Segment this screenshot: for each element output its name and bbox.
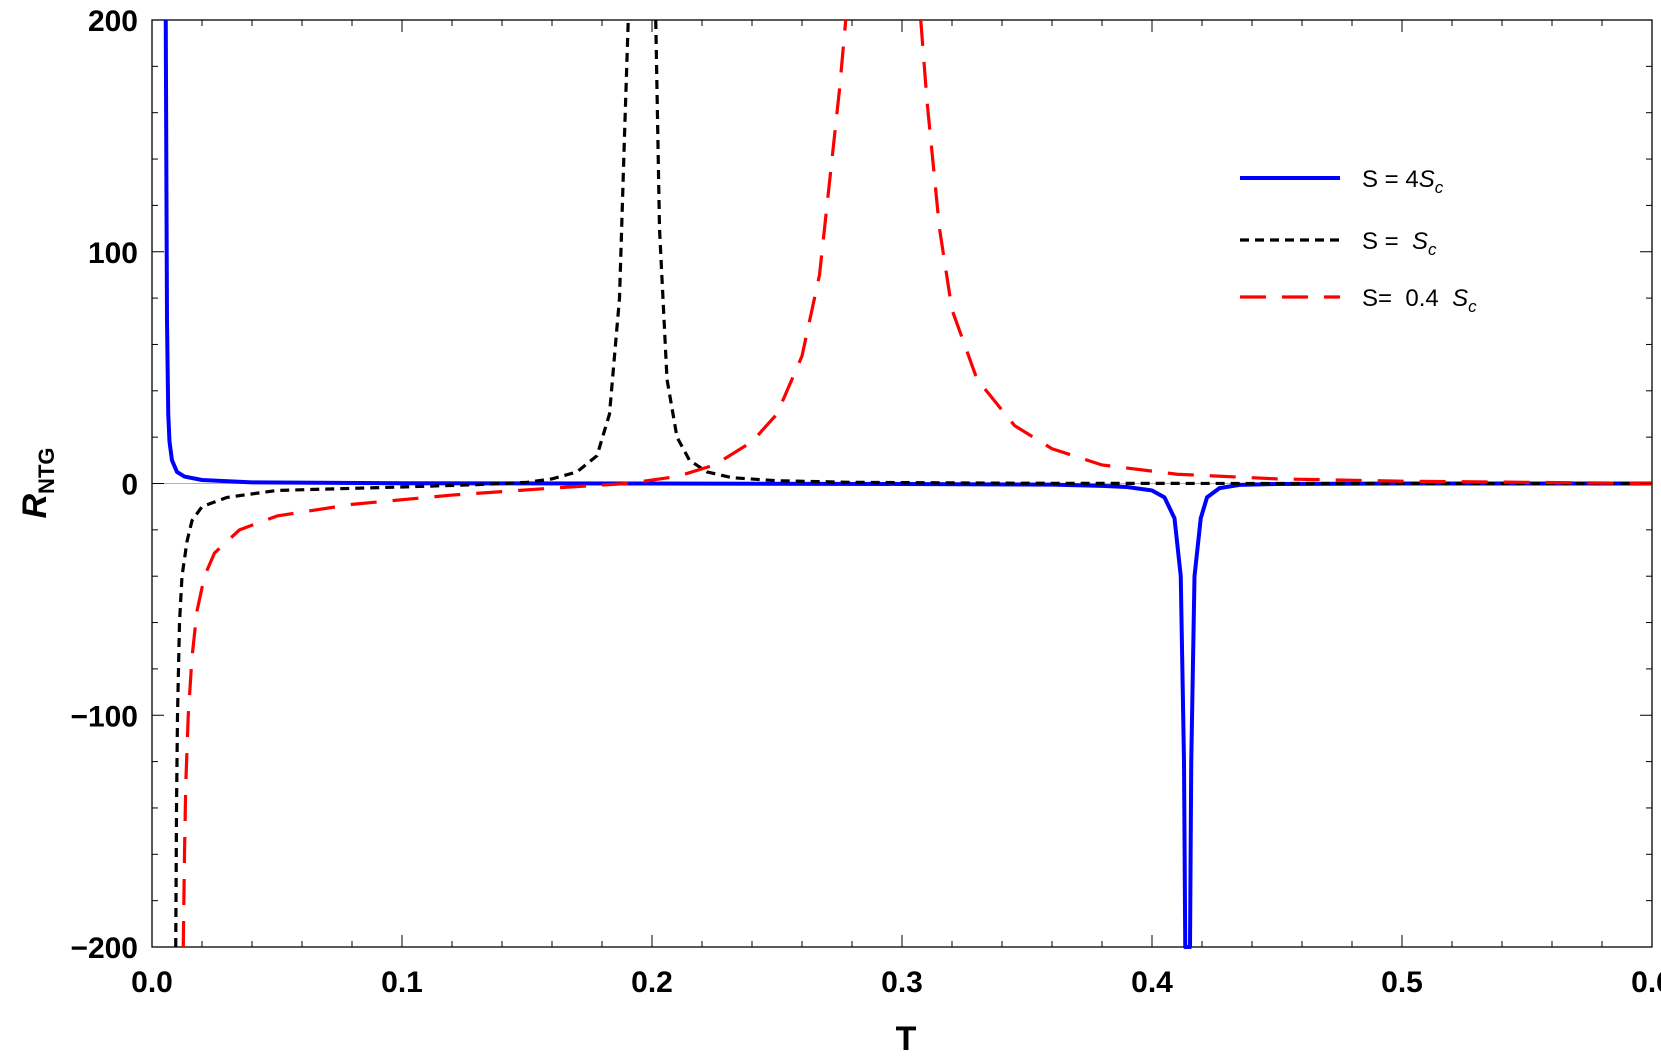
- legend-entry-2: S = Sc: [1362, 228, 1437, 259]
- series-layer: [163, 19, 1653, 949]
- series-line-2: [174, 19, 1652, 948]
- x-tick-label: 0.3: [881, 966, 923, 999]
- y-tick-label: 0: [121, 469, 138, 502]
- y-tick-label: 100: [88, 237, 138, 270]
- series-line-1: [163, 19, 1652, 949]
- y-tick-label: 200: [88, 5, 138, 38]
- y-axis-label: RNTG: [16, 447, 59, 518]
- minor-ticks: [151, 19, 1653, 948]
- legend-entry-text: S= 0.4: [1362, 285, 1452, 312]
- x-tick-label: 0.1: [381, 966, 423, 999]
- x-tick-label: 0.5: [1381, 966, 1423, 999]
- x-tick-label: 0.4: [1131, 966, 1173, 999]
- legend-entry-text: S =: [1362, 228, 1412, 255]
- y-axis-label-subscript: NTG: [34, 447, 59, 493]
- x-axis-label: T: [896, 1020, 917, 1058]
- legend-entry-symbol: S: [1412, 228, 1428, 255]
- x-tick-label: 0.0: [131, 966, 173, 999]
- y-tick-label: −100: [70, 700, 138, 733]
- x-tick-label: 0.6: [1631, 966, 1661, 999]
- legend-entry-subscript: c: [1468, 297, 1477, 316]
- x-ticks: 0.0 0.1 0.2 0.3 0.4 0.5 0.6: [131, 966, 1661, 999]
- legend-entry-1: S = 4Sc: [1362, 166, 1444, 197]
- legend-entry-3: S= 0.4 Sc: [1362, 285, 1477, 316]
- y-tick-label: −200: [70, 932, 138, 965]
- series-line-3: [181, 19, 1653, 948]
- legend-entry-symbol: S: [1452, 285, 1468, 312]
- legend-entry-subscript: c: [1435, 178, 1444, 197]
- x-tick-label: 0.2: [631, 966, 673, 999]
- y-axis-label-main: R: [16, 494, 54, 519]
- legend-entry-subscript: c: [1428, 240, 1437, 259]
- legend-entry-text: S = 4: [1362, 166, 1419, 193]
- legend-entry-symbol: S: [1419, 166, 1435, 193]
- y-ticks: −200 −100 0 100 200: [70, 5, 138, 965]
